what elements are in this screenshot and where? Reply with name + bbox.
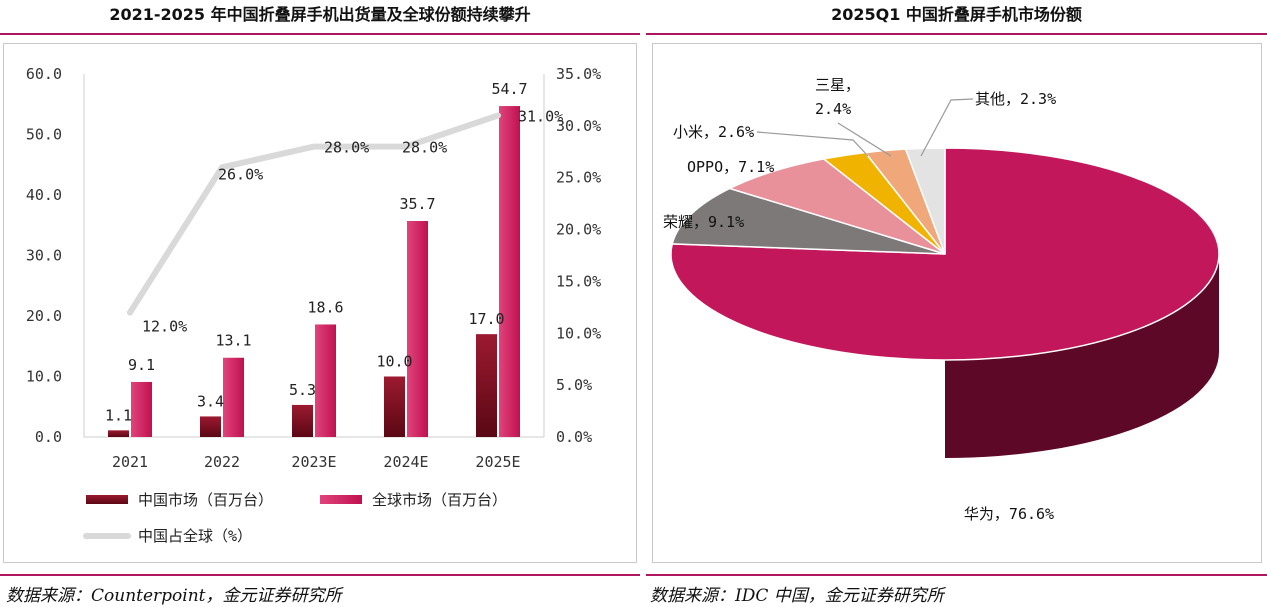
left-title-rule (0, 33, 640, 35)
pie-label: 其他，2.3% (975, 90, 1056, 108)
bar-global-label: 18.6 (307, 298, 343, 316)
x-tick-label: 2022 (204, 453, 240, 471)
y-tick-label: 20.0 (26, 307, 62, 325)
legend-label-share: 中国占全球（%） (138, 527, 252, 545)
right-chart-frame: 华为，76.6% 荣耀，9.1% OPPO，7.1% 小米，2.6% 三星， 2.4% 其他… (652, 43, 1262, 563)
right-bottom-rule (646, 574, 1267, 576)
share-line-label: 28.0% (324, 139, 369, 157)
pie-leader-line (920, 98, 974, 157)
bar-global (499, 106, 520, 437)
share-line-label: 28.0% (402, 139, 447, 157)
pie-side-wall-front-right (945, 254, 1219, 458)
bar-global-label: 54.7 (491, 80, 527, 98)
pie-chart: 华为，76.6% 荣耀，9.1% OPPO，7.1% 小米，2.6% 三星， 2.4% 其他… (663, 76, 1220, 523)
legend-label-global: 全球市场（百万台） (372, 491, 507, 509)
pie-slice-2 (727, 158, 946, 255)
right-chart-title: 2025Q1 中国折叠屏手机市场份额 (831, 5, 1082, 24)
bar-china (200, 416, 221, 437)
bar-china-label: 3.4 (197, 392, 224, 410)
bar-global (315, 324, 336, 437)
bar-global (407, 221, 428, 437)
right-title-rule (646, 33, 1267, 35)
left-source-note: 数据来源：Counterpoint，金元证券研究所 (6, 586, 342, 606)
share-line-label: 12.0% (142, 318, 187, 336)
y2-tick-label: 30.0% (556, 117, 601, 135)
legend-swatch-china (86, 495, 128, 504)
pie-slice-1 (671, 187, 946, 255)
pie-label-line2: 2.4% (815, 100, 851, 118)
y-tick-label: 30.0 (26, 247, 62, 265)
x-tick-label: 2021 (112, 453, 148, 471)
right-source-note: 数据来源：IDC 中国，金元证券研究所 (650, 586, 944, 606)
left-chart-frame: 0.0 10.0 20.0 30.0 40.0 50.0 60.0 0.0% 5.0% 10.0%… (3, 43, 637, 563)
y2-tick-label: 5.0% (556, 376, 592, 394)
bar-china-label: 10.0 (376, 353, 412, 371)
pie-leader-line (756, 131, 869, 157)
left-bottom-rule (0, 574, 640, 576)
pie-label: 小米，2.6% (673, 123, 754, 141)
y-tick-label: 50.0 (26, 126, 62, 144)
bar-global-label: 9.1 (128, 356, 155, 374)
y2-tick-label: 25.0% (556, 169, 601, 187)
bar-china (384, 376, 405, 437)
bar-china (292, 404, 313, 437)
bar-global-label: 13.1 (215, 332, 251, 350)
y2-tick-label: 20.0% (556, 221, 601, 239)
x-tick-label: 2024E (383, 453, 428, 471)
y-tick-label: 0.0 (35, 428, 62, 446)
x-tick-label: 2023E (291, 453, 336, 471)
legend-label-china: 中国市场（百万台） (138, 491, 273, 509)
bar-global (223, 357, 244, 437)
pie-label: 三星， (815, 76, 860, 94)
pie-label: 荣耀，9.1% (663, 213, 744, 231)
left-chart-title: 2021-2025 年中国折叠屏手机出货量及全球份额持续攀升 (109, 5, 531, 24)
x-tick-label: 2025E (475, 453, 520, 471)
bar-global (131, 381, 152, 437)
y-tick-label: 60.0 (26, 65, 62, 83)
pie-label: 华为，76.6% (964, 505, 1054, 523)
bar-global-label: 35.7 (399, 195, 435, 213)
pie-label: OPPO，7.1% (687, 158, 774, 176)
share-line (127, 112, 501, 316)
share-line-label: 26.0% (218, 165, 263, 183)
pie-leader-line (837, 122, 892, 157)
y2-tick-label: 35.0% (556, 65, 601, 83)
legend-swatch-global (320, 495, 362, 504)
y-tick-label: 10.0 (26, 368, 62, 386)
combo-chart: 0.0 10.0 20.0 30.0 40.0 50.0 60.0 0.0% 5.0% 10.0%… (26, 65, 601, 545)
y2-tick-label: 0.0% (556, 428, 592, 446)
bar-china-label: 5.3 (289, 381, 316, 399)
y2-tick-label: 10.0% (556, 324, 601, 342)
bar-china (108, 430, 129, 437)
bar-china (476, 334, 497, 437)
y2-tick-label: 15.0% (556, 272, 601, 290)
bar-china-label: 17.0 (468, 310, 504, 328)
y-tick-label: 40.0 (26, 186, 62, 204)
pie-slice-0 (670, 147, 1220, 361)
share-line-label: 31.0% (518, 107, 563, 125)
bar-china-label: 1.1 (105, 406, 132, 424)
